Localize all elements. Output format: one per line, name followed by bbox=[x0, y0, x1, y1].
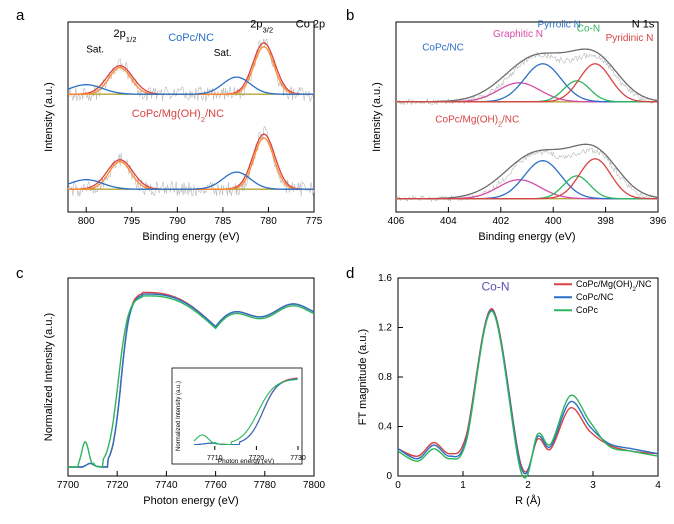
svg-text:7800: 7800 bbox=[303, 480, 326, 491]
svg-text:Graphitic N: Graphitic N bbox=[493, 29, 543, 40]
svg-text:0: 0 bbox=[395, 480, 401, 491]
panel-c: c 7700 7720 7740 7760 7780 7800 Photon energy (… bbox=[16, 265, 326, 507]
svg-text:0.8: 0.8 bbox=[378, 372, 392, 383]
svg-text:FT magnitude (a.u.): FT magnitude (a.u.) bbox=[357, 329, 369, 425]
svg-text:CoPc/Mg(OH)2/NC: CoPc/Mg(OH)2/NC bbox=[435, 115, 519, 129]
svg-text:Pyridinic N: Pyridinic N bbox=[606, 33, 654, 44]
svg-text:1: 1 bbox=[460, 480, 466, 491]
svg-text:1.6: 1.6 bbox=[378, 273, 392, 284]
svg-text:3: 3 bbox=[590, 480, 596, 491]
svg-text:Photon energy (eV): Photon energy (eV) bbox=[143, 495, 238, 507]
svg-text:775: 775 bbox=[306, 216, 323, 227]
svg-text:Co 2p: Co 2p bbox=[296, 19, 325, 31]
svg-text:404: 404 bbox=[440, 216, 457, 227]
svg-text:2: 2 bbox=[525, 480, 531, 491]
figure-svg: a 800 795 790 785 780 775 Binding energy (eV) In… bbox=[0, 0, 674, 524]
svg-text:Intensity (a.u.): Intensity (a.u.) bbox=[371, 82, 383, 152]
svg-text:Intensity (a.u.): Intensity (a.u.) bbox=[43, 82, 55, 152]
svg-text:7780: 7780 bbox=[254, 480, 277, 491]
svg-text:780: 780 bbox=[260, 216, 277, 227]
svg-text:398: 398 bbox=[597, 216, 614, 227]
svg-text:d: d bbox=[346, 265, 354, 282]
svg-text:2p3/2: 2p3/2 bbox=[250, 19, 273, 35]
svg-text:7730: 7730 bbox=[290, 455, 306, 462]
svg-text:0.4: 0.4 bbox=[378, 422, 392, 433]
svg-text:Sat.: Sat. bbox=[86, 44, 104, 55]
svg-text:CoPc/NC: CoPc/NC bbox=[422, 43, 464, 54]
svg-text:Pyrrolic N: Pyrrolic N bbox=[537, 20, 580, 31]
svg-text:800: 800 bbox=[78, 216, 95, 227]
svg-text:Sat.: Sat. bbox=[214, 48, 232, 59]
svg-text:4: 4 bbox=[655, 480, 661, 491]
svg-text:CoPc/NC: CoPc/NC bbox=[576, 292, 614, 302]
svg-text:a: a bbox=[16, 7, 25, 24]
svg-text:1.2: 1.2 bbox=[378, 323, 392, 334]
svg-text:b: b bbox=[346, 7, 354, 24]
svg-text:Normalized Intensity (a.u.): Normalized Intensity (a.u.) bbox=[43, 313, 55, 441]
svg-text:402: 402 bbox=[492, 216, 509, 227]
svg-text:400: 400 bbox=[545, 216, 562, 227]
svg-text:CoPc/NC: CoPc/NC bbox=[168, 32, 214, 44]
svg-text:c: c bbox=[16, 265, 24, 282]
panel-b: b 406 404 402 400 398 396 Binding energy (eV) In… bbox=[346, 7, 667, 243]
svg-text:CoPc/Mg(OH)2/NC: CoPc/Mg(OH)2/NC bbox=[576, 279, 652, 293]
svg-text:785: 785 bbox=[215, 216, 232, 227]
panel-d: d 0 1 2 3 4 R (Å) 0 0.4 0.8 1.2 1.6 FT magnitude (a.… bbox=[346, 265, 661, 507]
svg-text:Co-N: Co-N bbox=[577, 24, 600, 35]
svg-text:795: 795 bbox=[123, 216, 140, 227]
svg-text:Binding energy (eV): Binding energy (eV) bbox=[478, 231, 575, 243]
svg-text:R (Å): R (Å) bbox=[515, 494, 541, 507]
svg-text:Normalized Intensity (a.u.): Normalized Intensity (a.u.) bbox=[176, 381, 182, 451]
svg-text:Binding energy (eV): Binding energy (eV) bbox=[142, 231, 239, 243]
svg-text:0: 0 bbox=[386, 471, 392, 482]
svg-text:2p1/2: 2p1/2 bbox=[114, 28, 137, 44]
svg-text:7700: 7700 bbox=[57, 480, 80, 491]
svg-text:CoPc/Mg(OH)2/NC: CoPc/Mg(OH)2/NC bbox=[132, 108, 224, 124]
svg-text:N 1s: N 1s bbox=[632, 19, 655, 31]
svg-text:7720: 7720 bbox=[106, 480, 129, 491]
svg-text:Co-N: Co-N bbox=[481, 279, 509, 293]
svg-text:Photon energy (eV): Photon energy (eV) bbox=[218, 458, 274, 465]
svg-text:396: 396 bbox=[650, 216, 667, 227]
svg-text:7740: 7740 bbox=[155, 480, 178, 491]
panel-a: a 800 795 790 785 780 775 Binding energy (eV) In… bbox=[16, 7, 325, 243]
svg-text:790: 790 bbox=[169, 216, 186, 227]
svg-text:7760: 7760 bbox=[204, 480, 227, 491]
svg-text:CoPc: CoPc bbox=[576, 305, 599, 315]
svg-text:406: 406 bbox=[388, 216, 405, 227]
